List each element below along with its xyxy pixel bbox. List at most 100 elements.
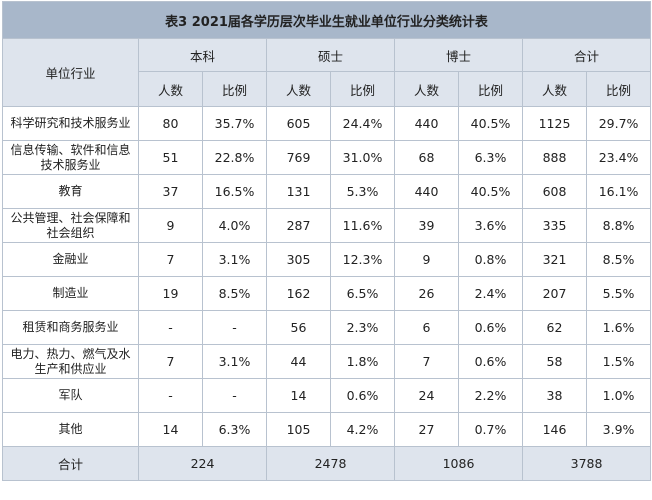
ratio-cell: 6.3% xyxy=(458,140,523,175)
count-cell: 58 xyxy=(522,344,587,379)
ratio-cell: 1.6% xyxy=(585,310,652,345)
ratio-cell: 0.6% xyxy=(458,344,523,379)
count-cell: 14 xyxy=(138,412,203,447)
ratio-cell: 40.5% xyxy=(458,106,523,141)
total-label: 合计 xyxy=(2,446,139,481)
ratio-cell: 3.9% xyxy=(585,412,652,447)
count-cell: 26 xyxy=(394,276,459,311)
sub-header-count: 人数 xyxy=(138,71,203,107)
ratio-cell: 4.0% xyxy=(202,208,267,243)
ratio-cell: 0.6% xyxy=(458,310,523,345)
ratio-cell: 4.2% xyxy=(330,412,395,447)
count-cell: 7 xyxy=(138,344,203,379)
count-cell: 68 xyxy=(394,140,459,175)
total-bachelor: 224 xyxy=(138,446,267,481)
table-row: 金融业 7 3.1% 305 12.3% 9 0.8% 321 8.5% xyxy=(2,242,652,277)
count-cell: 6 xyxy=(394,310,459,345)
count-cell: 44 xyxy=(266,344,331,379)
sub-header-ratio: 比例 xyxy=(330,71,395,107)
industry-cell: 军队 xyxy=(2,378,139,413)
table-body: 科学研究和技术服务业 80 35.7% 605 24.4% 440 40.5% 1125 29.… xyxy=(2,106,652,447)
table-row: 电力、热力、燃气及水生产和供应业 7 3.1% 44 1.8% 7 0.6% 58 1.5% xyxy=(2,344,652,379)
count-cell: 769 xyxy=(266,140,331,175)
count-cell: 146 xyxy=(522,412,587,447)
sub-header-count: 人数 xyxy=(522,71,587,107)
count-cell: 440 xyxy=(394,174,459,209)
ratio-cell: 1.0% xyxy=(585,378,652,413)
ratio-cell: 5.3% xyxy=(330,174,395,209)
ratio-cell: 8.5% xyxy=(202,276,267,311)
table-row: 其他 14 6.3% 105 4.2% 27 0.7% 146 3.9% xyxy=(2,412,652,447)
ratio-cell: 31.0% xyxy=(330,140,395,175)
ratio-cell: 2.2% xyxy=(458,378,523,413)
count-cell: 131 xyxy=(266,174,331,209)
sub-header-count: 人数 xyxy=(394,71,459,107)
count-cell: 9 xyxy=(138,208,203,243)
ratio-cell: 40.5% xyxy=(458,174,523,209)
count-cell: 56 xyxy=(266,310,331,345)
ratio-cell: 12.3% xyxy=(330,242,395,277)
industry-cell: 金融业 xyxy=(2,242,139,277)
count-cell: 1125 xyxy=(522,106,587,141)
count-cell: 24 xyxy=(394,378,459,413)
ratio-cell: 29.7% xyxy=(585,106,652,141)
ratio-cell: 2.3% xyxy=(330,310,395,345)
group-header-total: 合计 xyxy=(521,38,652,72)
table-row: 制造业 19 8.5% 162 6.5% 26 2.4% 207 5.5% xyxy=(2,276,652,311)
ratio-cell: 0.6% xyxy=(330,378,395,413)
industry-cell: 信息传输、软件和信息技术服务业 xyxy=(2,140,139,175)
count-cell: 39 xyxy=(394,208,459,243)
count-cell: 51 xyxy=(138,140,203,175)
ratio-cell: 23.4% xyxy=(585,140,652,175)
count-cell: 38 xyxy=(522,378,587,413)
ratio-cell: 22.8% xyxy=(202,140,267,175)
ratio-cell: 0.7% xyxy=(458,412,523,447)
count-cell: 80 xyxy=(138,106,203,141)
ratio-cell: 8.5% xyxy=(585,242,652,277)
table-row: 军队 - -14 0.6% 24 2.2% 38 1.0% xyxy=(2,378,652,413)
count-cell: 14 xyxy=(266,378,331,413)
ratio-cell: 2.4% xyxy=(458,276,523,311)
ratio-cell: 1.5% xyxy=(585,344,652,379)
industry-cell: 制造业 xyxy=(2,276,139,311)
ratio-cell: 16.1% xyxy=(585,174,652,209)
total-master: 2478 xyxy=(266,446,395,481)
count-cell: 440 xyxy=(394,106,459,141)
ratio-cell: 8.8% xyxy=(585,208,652,243)
table-row: 信息传输、软件和信息技术服务业 51 22.8% 769 31.0% 68 6.3% 888 2… xyxy=(2,140,652,175)
industry-cell: 其他 xyxy=(2,412,139,447)
ratio-cell: 5.5% xyxy=(585,276,652,311)
industry-cell: 公共管理、社会保障和社会组织 xyxy=(2,208,139,243)
ratio-cell: - xyxy=(202,310,267,345)
ratio-cell: 0.8% xyxy=(458,242,523,277)
ratio-cell: 35.7% xyxy=(202,106,267,141)
count-cell: 888 xyxy=(522,140,587,175)
count-cell: 287 xyxy=(266,208,331,243)
ratio-cell: 6.5% xyxy=(330,276,395,311)
count-cell: 321 xyxy=(522,242,587,277)
industry-cell: 租赁和商务服务业 xyxy=(2,310,139,345)
group-header-bachelor: 本科 xyxy=(138,38,267,72)
sub-header-ratio: 比例 xyxy=(458,71,523,107)
count-cell: 37 xyxy=(138,174,203,209)
count-cell: 9 xyxy=(394,242,459,277)
group-header-master: 硕士 xyxy=(266,38,395,72)
count-cell: 62 xyxy=(522,310,587,345)
industry-statistics-table: 表3 2021届各学历层次毕业生就业单位行业分类统计表 单位行业 本科 硕士 博… xyxy=(1,1,652,481)
ratio-cell: 16.5% xyxy=(202,174,267,209)
count-cell: - xyxy=(138,310,203,345)
count-cell: 162 xyxy=(266,276,331,311)
table-title: 表3 2021届各学历层次毕业生就业单位行业分类统计表 xyxy=(1,1,652,39)
count-cell: 335 xyxy=(522,208,587,243)
count-cell: 207 xyxy=(522,276,587,311)
industry-cell: 教育 xyxy=(2,174,139,209)
count-cell: 7 xyxy=(394,344,459,379)
industry-cell: 电力、热力、燃气及水生产和供应业 xyxy=(2,344,139,379)
total-doctor: 1086 xyxy=(394,446,523,481)
industry-header: 单位行业 xyxy=(2,38,139,107)
table-row: 教育 37 16.5% 131 5.3% 440 40.5% 608 16.1% xyxy=(2,174,652,209)
count-cell: 608 xyxy=(522,174,587,209)
count-cell: 105 xyxy=(266,412,331,447)
ratio-cell: 11.6% xyxy=(330,208,395,243)
table-row: 公共管理、社会保障和社会组织 9 4.0% 287 11.6% 39 3.6% 335 8.8% xyxy=(2,208,652,243)
